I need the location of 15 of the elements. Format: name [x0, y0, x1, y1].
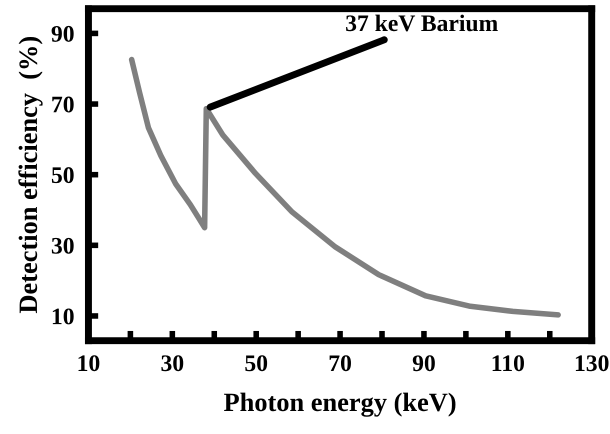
- y-axis-title: Detection efficiency (%): [18, 37, 43, 314]
- x-tick-label: 90: [412, 355, 435, 372]
- y-tick-label: 70: [52, 96, 74, 112]
- x-tick-label: 30: [161, 355, 184, 372]
- y-tick-label: 50: [52, 167, 74, 184]
- y-tick-label: 90: [52, 26, 74, 42]
- y-tick-label: 30: [52, 238, 74, 254]
- x-tick-label: 70: [330, 355, 351, 372]
- x-tick-label: 110: [492, 355, 524, 372]
- x-tick-label: 50: [245, 355, 268, 372]
- x-axis-title: Photon energy (keV): [224, 392, 456, 417]
- x-tick-label: 130: [576, 355, 609, 372]
- y-tick-label: 10: [52, 308, 74, 324]
- annotation: 37 keV Barium: [346, 14, 498, 32]
- x-tick-label: 10: [78, 355, 100, 372]
